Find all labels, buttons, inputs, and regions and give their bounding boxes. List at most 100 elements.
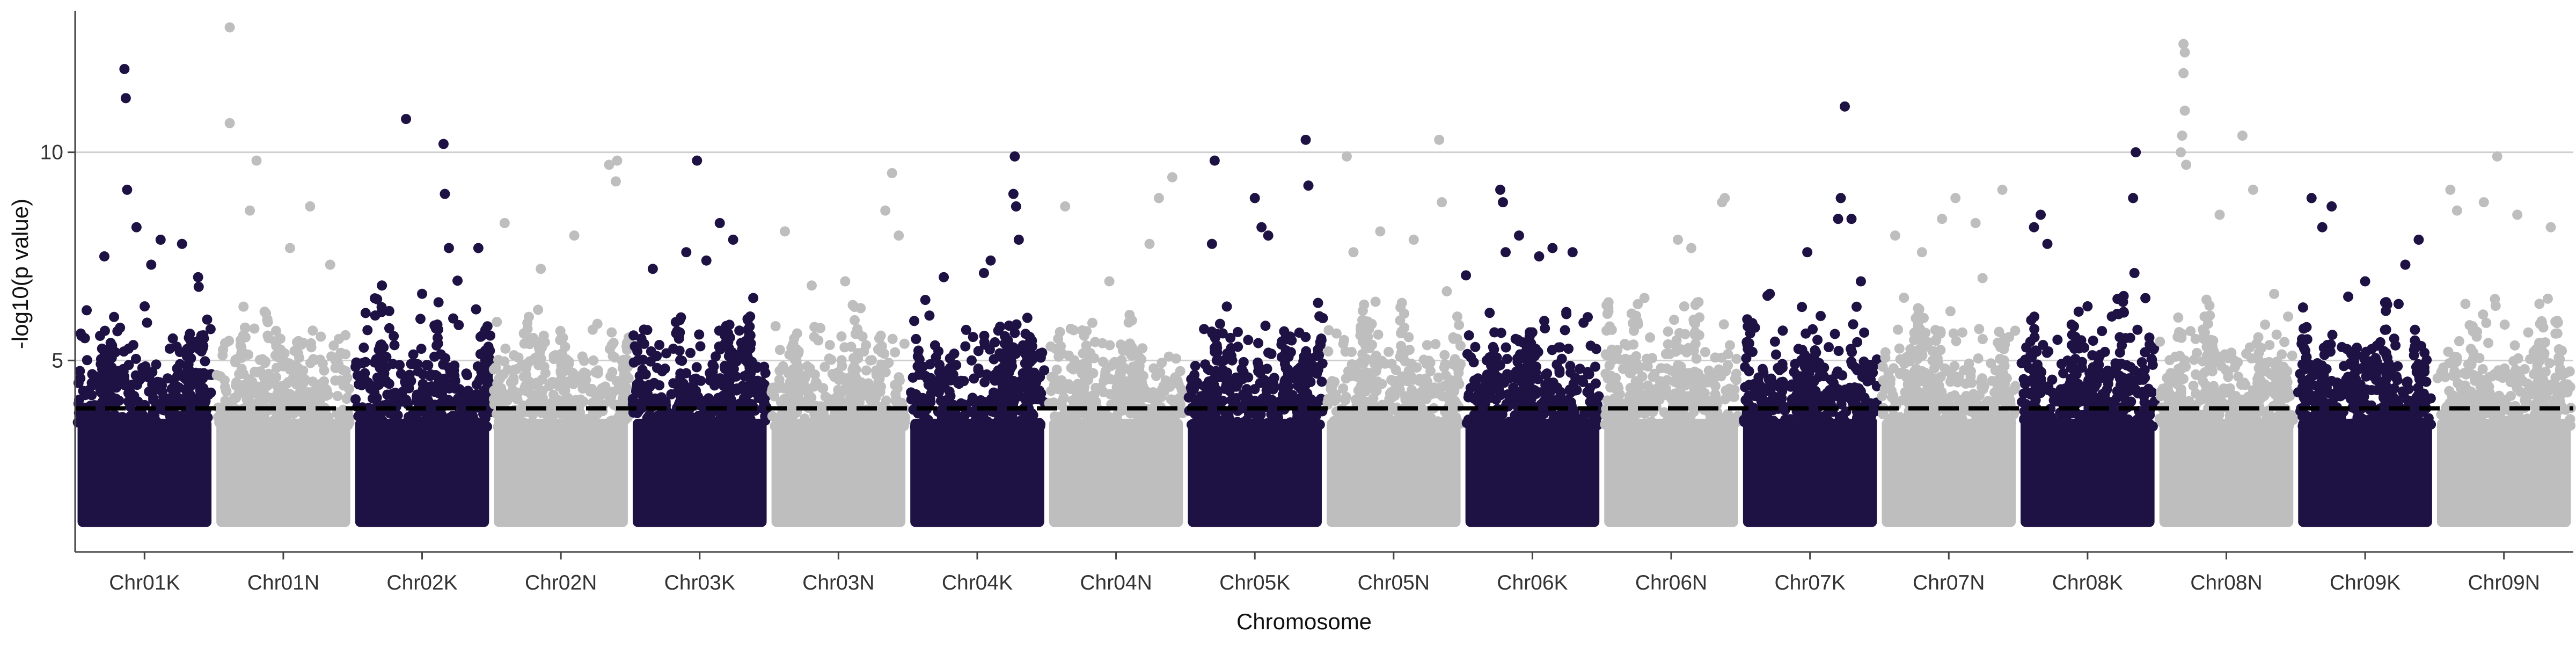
snp-point bbox=[1243, 335, 1253, 345]
snp-point bbox=[493, 355, 503, 365]
snp-point bbox=[908, 373, 918, 383]
snp-point bbox=[642, 325, 653, 335]
snp-point bbox=[1212, 355, 1222, 366]
snp-point bbox=[406, 359, 416, 369]
snp-point bbox=[951, 360, 961, 370]
snp-point bbox=[1473, 373, 1483, 383]
snp-point bbox=[448, 411, 458, 421]
snp-point bbox=[157, 387, 167, 397]
snp-point bbox=[1316, 335, 1327, 345]
peak-snp-point bbox=[401, 114, 411, 124]
snp-point bbox=[725, 388, 735, 398]
snp-point bbox=[320, 417, 331, 427]
snp-point bbox=[606, 416, 616, 426]
snp-point bbox=[1087, 391, 1097, 401]
peak-snp-point bbox=[894, 230, 904, 241]
snp-point bbox=[1312, 368, 1322, 379]
snp-point bbox=[609, 338, 619, 348]
peak-snp-point bbox=[1154, 193, 1164, 203]
snp-point bbox=[450, 383, 460, 394]
snp-point bbox=[2010, 384, 2020, 394]
snp-point bbox=[1253, 366, 1263, 376]
snp-point bbox=[104, 367, 114, 377]
snp-point bbox=[2050, 396, 2060, 406]
snp-point bbox=[1314, 311, 1324, 322]
snp-point bbox=[1231, 393, 1241, 403]
snp-point bbox=[1452, 311, 1462, 322]
snp-point bbox=[1370, 359, 1380, 369]
snp-point bbox=[1978, 273, 1988, 283]
snp-point bbox=[671, 317, 681, 327]
snp-point bbox=[1022, 347, 1032, 358]
peak-snp-point bbox=[1304, 180, 1314, 191]
peak-snp-point bbox=[1250, 193, 1260, 203]
snp-point bbox=[1346, 347, 1357, 357]
snp-point bbox=[865, 355, 875, 366]
snp-point bbox=[1340, 395, 1350, 405]
bulk-marker-cloud bbox=[216, 419, 350, 527]
snp-point bbox=[115, 323, 125, 333]
snp-point bbox=[560, 342, 570, 352]
snp-point bbox=[1300, 411, 1310, 421]
snp-point bbox=[1630, 376, 1641, 386]
snp-point bbox=[1978, 334, 1988, 344]
snp-point bbox=[1280, 350, 1290, 360]
peak-snp-point bbox=[1167, 172, 1177, 183]
snp-point bbox=[684, 421, 694, 432]
snp-point bbox=[1367, 319, 1377, 329]
peak-snp-point bbox=[1802, 247, 1812, 257]
peak-snp-point bbox=[377, 280, 387, 290]
snp-point bbox=[1740, 362, 1750, 372]
snp-point bbox=[1878, 361, 1888, 372]
snp-point bbox=[1977, 373, 1987, 383]
snp-point bbox=[1824, 342, 1834, 352]
snp-point bbox=[1689, 346, 1699, 356]
snp-point bbox=[261, 308, 271, 318]
snp-point bbox=[1894, 344, 1905, 354]
snp-point bbox=[537, 374, 547, 384]
snp-point bbox=[1280, 359, 1290, 369]
bulk-marker-cloud bbox=[1466, 419, 1600, 527]
peak-snp-point bbox=[121, 93, 131, 103]
snp-point bbox=[806, 392, 816, 403]
snp-point bbox=[2104, 373, 2114, 383]
chromosome-chr05n-points bbox=[1322, 135, 1466, 527]
snp-point bbox=[1614, 354, 1624, 365]
snp-point bbox=[2005, 396, 2015, 406]
snp-point bbox=[1339, 335, 1349, 345]
snp-point bbox=[262, 331, 273, 341]
peak-snp-point bbox=[177, 239, 187, 249]
snp-point bbox=[1371, 296, 1381, 307]
snp-point bbox=[714, 418, 724, 428]
snp-point bbox=[1962, 421, 1972, 431]
snp-point bbox=[1501, 343, 1511, 353]
snp-point bbox=[1299, 391, 1309, 402]
snp-point bbox=[609, 387, 619, 397]
snp-point bbox=[712, 377, 722, 388]
snp-point bbox=[1930, 388, 1940, 398]
snp-point bbox=[213, 412, 223, 423]
snp-point bbox=[1650, 394, 1660, 404]
peak-snp-point bbox=[985, 256, 996, 266]
peak-snp-point bbox=[1434, 135, 1444, 145]
snp-point bbox=[140, 301, 150, 311]
snp-point bbox=[1894, 421, 1904, 431]
chromosome-chr04n-points bbox=[1044, 172, 1188, 527]
snp-point bbox=[2140, 293, 2150, 303]
snp-point bbox=[577, 383, 588, 394]
snp-point bbox=[1896, 354, 1906, 365]
snp-point bbox=[456, 419, 466, 429]
snp-point bbox=[1242, 415, 1252, 425]
snp-point bbox=[742, 314, 752, 324]
snp-point bbox=[861, 365, 872, 375]
snp-point bbox=[1995, 354, 2005, 364]
snp-point bbox=[1208, 412, 1218, 423]
snp-point bbox=[1560, 325, 1570, 335]
snp-point bbox=[1430, 339, 1440, 349]
snp-point bbox=[1816, 311, 1826, 321]
snp-point bbox=[899, 339, 910, 349]
snp-point bbox=[959, 376, 969, 386]
snp-point bbox=[1059, 392, 1069, 403]
snp-point bbox=[791, 344, 801, 354]
snp-point bbox=[1098, 357, 1108, 367]
